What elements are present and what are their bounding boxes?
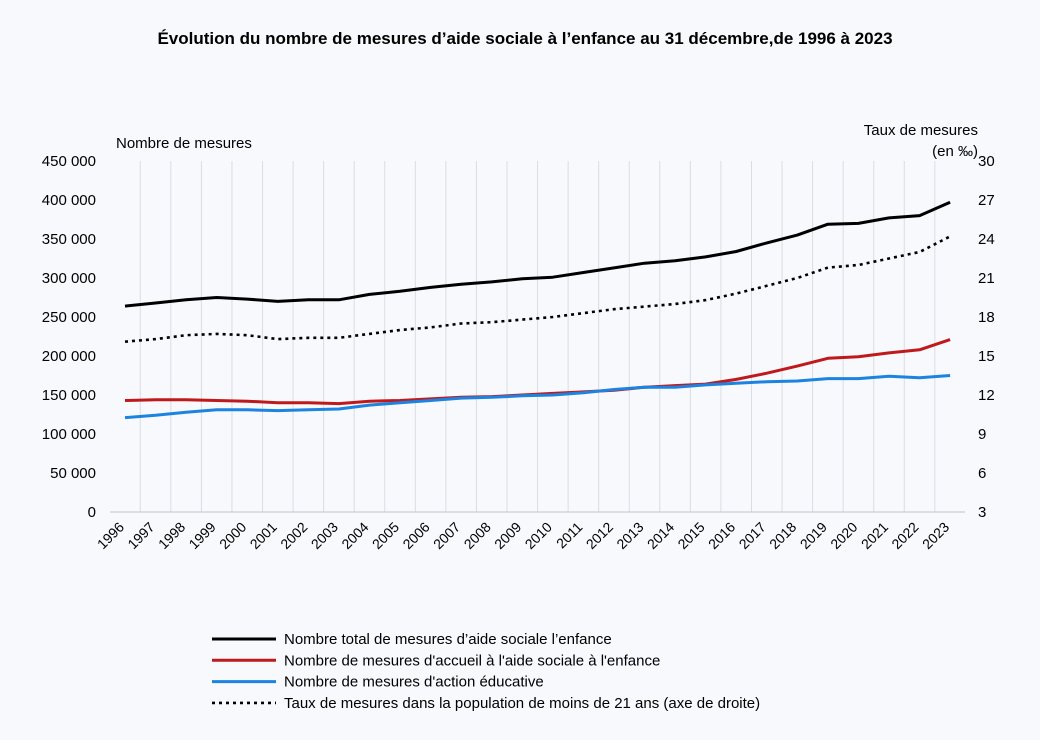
legend: Nombre total de mesures d’aide sociale l… [212,631,760,712]
x-tick-label: 2009 [491,519,524,552]
left-tick-label: 100 000 [42,426,96,443]
legend-label: Taux de mesures dans la population de mo… [284,695,760,712]
left-tick-label: 0 [88,504,96,521]
right-tick-label: 12 [978,387,995,404]
right-tick-label: 27 [978,192,995,209]
right-tick-label: 15 [978,348,995,365]
left-tick-label: 400 000 [42,192,96,209]
legend-label: Nombre total de mesures d’aide sociale l… [284,631,612,648]
series-lines [124,200,951,420]
left-tick-label: 350 000 [42,231,96,248]
series-line [124,235,951,343]
x-tick-label: 2010 [522,519,555,552]
x-tick-label: 2021 [858,519,891,552]
left-y-axis: 0 50 000 100 000 150 000 200 000 250 000 300 0… [42,153,96,521]
x-tick-label: 2002 [277,519,310,552]
right-tick-label: 6 [978,465,986,482]
x-tick-label: 1996 [94,519,127,552]
legend-label: Nombre de mesures d'action éducative [284,674,544,691]
x-tick-label: 1997 [124,519,157,552]
x-tick-label: 2012 [583,519,616,552]
right-tick-label: 30 [978,153,995,170]
left-tick-label: 150 000 [42,387,96,404]
right-y-axis: 3 6 9 12 15 18 21 24 27 30 [978,153,995,521]
series-line [124,374,951,420]
left-tick-label: 250 000 [42,309,96,326]
x-tick-label: 2001 [247,519,280,552]
x-tick-label: 2018 [766,519,799,552]
x-tick-label: 2013 [613,519,646,552]
right-tick-label: 3 [978,504,986,521]
right-axis-title-line1: Taux de mesures [864,122,978,139]
x-tick-label: 2020 [827,519,860,552]
x-tick-label: 1999 [185,519,218,552]
x-tick-label: 2015 [674,519,707,552]
gridlines [110,161,965,513]
x-tick-label: 2000 [216,519,249,552]
right-tick-label: 9 [978,426,986,443]
x-tick-label: 2022 [888,519,921,552]
left-axis-title: Nombre de mesures [116,135,252,152]
right-tick-label: 21 [978,270,995,287]
left-tick-label: 50 000 [50,465,96,482]
series-line [124,200,951,308]
x-tick-label: 2005 [369,519,402,552]
left-tick-label: 300 000 [42,270,96,287]
x-tick-label: 2014 [644,519,677,552]
right-tick-label: 18 [978,309,995,326]
x-tick-label: 2019 [797,519,830,552]
left-tick-label: 450 000 [42,153,96,170]
x-tick-label: 2016 [705,519,738,552]
legend-label: Nombre de mesures d'accueil à l'aide soc… [284,652,660,669]
x-tick-label: 2007 [430,519,463,552]
chart-title: Évolution du nombre de mesures d’aide so… [157,29,892,48]
x-axis: 1996199719981999200020012002200320042005… [94,519,953,552]
x-tick-label: 2003 [308,519,341,552]
x-tick-label: 2017 [736,519,769,552]
x-tick-label: 2008 [460,519,493,552]
right-tick-label: 24 [978,231,995,248]
x-tick-label: 2004 [338,519,371,552]
x-tick-label: 2011 [553,519,586,552]
x-tick-label: 2006 [399,519,432,552]
x-tick-label: 2023 [919,519,952,552]
right-axis-title-line2: (en ‰) [932,143,978,160]
x-tick-label: 1998 [155,519,188,552]
left-tick-label: 200 000 [42,348,96,365]
